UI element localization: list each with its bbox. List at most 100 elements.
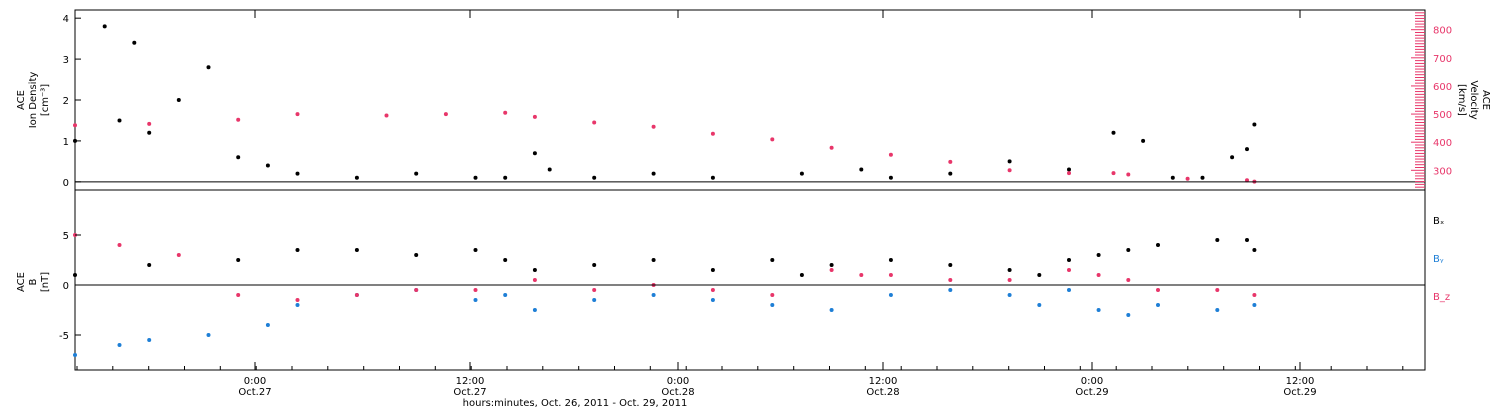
bz-point — [829, 268, 834, 272]
by-point — [73, 353, 77, 357]
by-point — [1252, 303, 1257, 307]
density-point — [592, 175, 597, 180]
velocity-tick-label: 700 — [1433, 54, 1452, 65]
velocity-point — [1067, 171, 1071, 176]
density-point — [1007, 159, 1012, 164]
bx-point — [1037, 273, 1042, 277]
by-point — [265, 323, 270, 327]
velocity-point — [1126, 172, 1131, 177]
velocity-axis-label: ACE Velocity [km/s] — [1456, 80, 1491, 119]
bx-point — [473, 248, 478, 252]
density-point — [473, 175, 478, 180]
bz-point — [473, 288, 478, 292]
b-label-line3: [nT] — [40, 272, 51, 292]
by-point — [651, 293, 656, 297]
velocity-tick-label: 300 — [1433, 166, 1452, 177]
density-point — [132, 40, 137, 45]
x-tick-date: Oct.29 — [1075, 387, 1108, 398]
velocity-tick-label: 600 — [1433, 82, 1452, 93]
legend-by: Bᵧ — [1433, 254, 1444, 265]
bz-point — [414, 288, 419, 292]
velocity-point — [888, 152, 893, 157]
x-tick-time: 12:00 — [869, 376, 898, 387]
density-point — [799, 171, 804, 176]
velocity-label-line1: ACE — [1480, 90, 1491, 110]
bx-point — [888, 258, 893, 262]
bx-point — [592, 263, 597, 267]
density-point — [1141, 138, 1146, 143]
bz-point — [1156, 288, 1160, 292]
density-point — [888, 175, 893, 180]
x-tick-date: Oct.28 — [866, 387, 899, 398]
x-tick-time: 12:00 — [456, 376, 485, 387]
b-label-line1: ACE — [16, 272, 27, 292]
density-point — [147, 130, 152, 135]
bx-point — [354, 248, 359, 252]
bz-point — [1252, 293, 1257, 297]
b-tick-label: 5 — [63, 231, 69, 242]
bz-point — [1007, 278, 1012, 282]
bx-point — [651, 258, 656, 262]
velocity-point — [1007, 168, 1012, 173]
density-point — [295, 171, 300, 176]
by-point — [1096, 308, 1101, 312]
velocity-point — [443, 112, 448, 117]
density-point — [1111, 130, 1116, 135]
velocity-label-line3: [km/s] — [1456, 84, 1467, 116]
density-tick-label: 1 — [63, 137, 69, 148]
by-point — [473, 298, 478, 302]
bz-point — [532, 278, 537, 282]
bx-point — [770, 258, 775, 262]
by-point — [117, 343, 122, 347]
b-field-axis-label: ACE B [nT] — [16, 272, 51, 292]
bx-point — [414, 253, 419, 257]
bx-point — [532, 268, 537, 272]
bx-point — [503, 258, 508, 262]
bx-point — [1252, 248, 1257, 252]
density-point — [1230, 155, 1235, 160]
x-tick-time: 0:00 — [244, 376, 266, 387]
by-point — [147, 338, 152, 342]
velocity-point — [384, 113, 389, 118]
by-point — [503, 293, 508, 297]
b-tick-label: 0 — [63, 281, 69, 292]
velocity-tick-label: 400 — [1433, 138, 1452, 149]
by-point — [829, 308, 834, 312]
bz-point — [592, 288, 597, 292]
density-label-line3: [cm⁻³] — [40, 84, 51, 116]
legend-bx: Bₓ — [1433, 216, 1444, 227]
bx-point — [948, 263, 953, 267]
velocity-point — [236, 117, 241, 122]
bz-point — [295, 298, 300, 302]
density-label-line2: Ion Density — [28, 72, 39, 129]
density-point — [1252, 122, 1257, 127]
density-tick-label: 0 — [63, 178, 69, 189]
velocity-point — [147, 121, 152, 126]
by-point — [206, 333, 211, 337]
bz-point — [948, 278, 953, 282]
density-point — [532, 151, 537, 156]
velocity-point — [651, 124, 656, 129]
density-point — [1067, 167, 1071, 172]
by-point — [532, 308, 537, 312]
top-panel-frame — [74, 9, 1426, 191]
bz-point — [770, 293, 775, 297]
bx-point — [1156, 243, 1160, 247]
density-point — [1170, 175, 1175, 180]
density-point — [859, 167, 864, 172]
velocity-point — [295, 112, 300, 117]
bz-point — [888, 273, 893, 277]
by-point — [948, 288, 953, 292]
by-point — [1037, 303, 1042, 307]
by-point — [770, 303, 775, 307]
velocity-point — [770, 137, 775, 142]
density-point — [265, 163, 270, 168]
by-point — [1126, 313, 1131, 317]
density-point — [206, 65, 211, 70]
bx-point — [1007, 268, 1012, 272]
bottom-panel-marks — [73, 233, 1257, 357]
density-tick-label: 2 — [63, 96, 69, 107]
bx-point — [799, 273, 804, 277]
by-point — [888, 293, 893, 297]
by-point — [710, 298, 715, 302]
